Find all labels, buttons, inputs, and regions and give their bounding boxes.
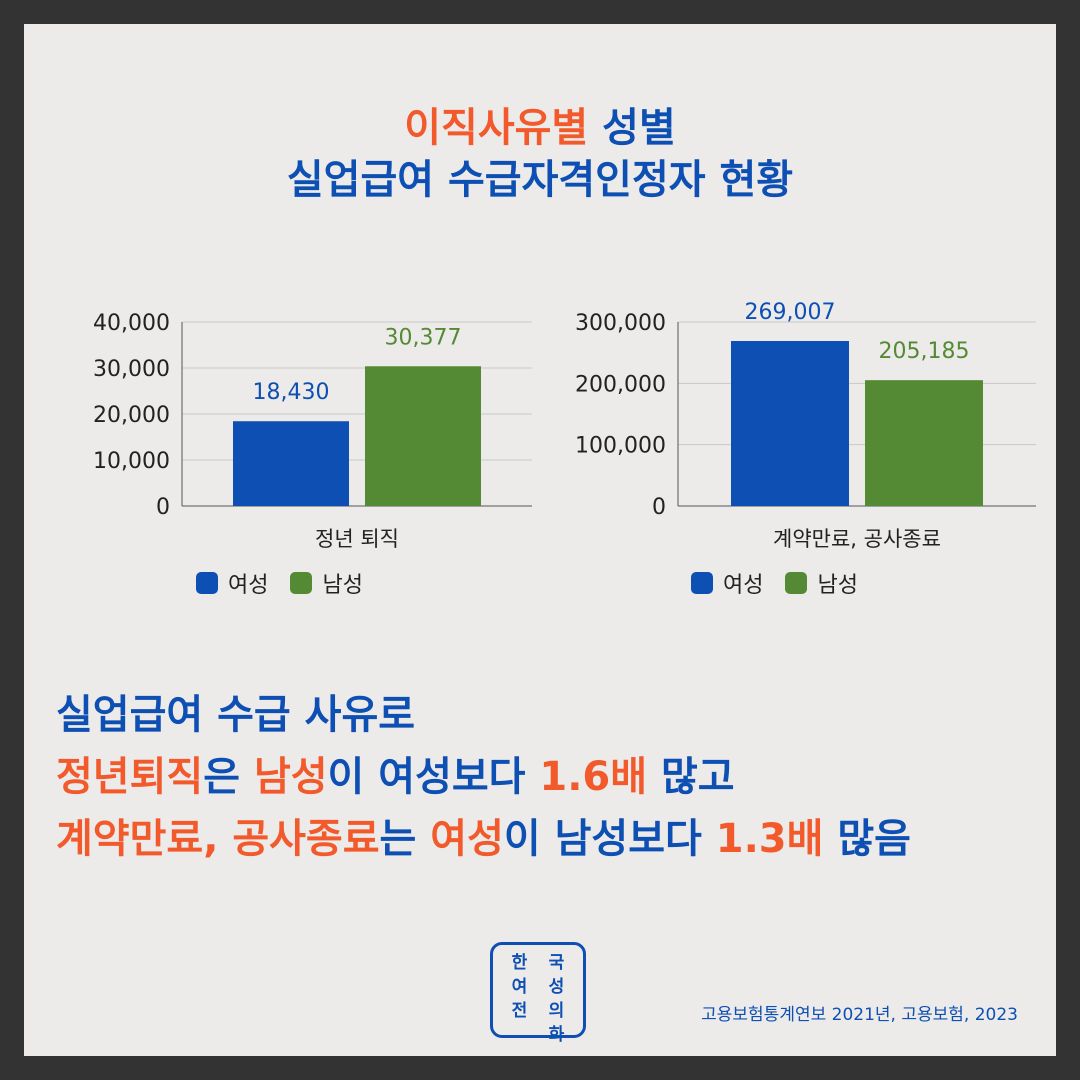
logo-char-4: 전 xyxy=(511,1001,528,1021)
logo-char-6 xyxy=(501,1023,538,1047)
summary-line2-segment-2: 남성 xyxy=(253,754,328,800)
logo-char-2: 여 xyxy=(511,977,528,997)
summary-line3-segment-5: 많음 xyxy=(823,816,911,862)
logo-char-3: 성 xyxy=(548,977,565,997)
legend-swatch-female xyxy=(196,572,218,594)
infographic-card: 이직사유별 성별 실업급여 수급자격인정자 현황 0 10,000 20,000 30… xyxy=(24,24,1056,1056)
y-tick-label: 300,000 xyxy=(575,311,666,336)
y-tick-label: 200,000 xyxy=(575,372,666,397)
summary-text: 실업급여 수급 사유로 정년퇴직은 남성이 여성보다 1.6배 많고 계약만료,… xyxy=(56,684,911,870)
y-tick-label: 0 xyxy=(652,495,666,520)
legend-right: 여성 남성 xyxy=(691,567,880,599)
summary-line3-segment-3: 이 남성보다 xyxy=(503,816,716,862)
legend-item-male: 남성 xyxy=(290,567,363,599)
summary-line3-segment-4: 1.3배 xyxy=(715,816,824,862)
legend-left: 여성 남성 xyxy=(196,567,385,599)
summary-line3-segment-0: 계약만료, 공사종료 xyxy=(56,816,380,862)
data-label-female: 18,430 xyxy=(253,380,330,405)
data-label-male: 30,377 xyxy=(385,325,462,350)
bar-female xyxy=(233,421,349,506)
summary-line3-segment-2: 여성 xyxy=(430,816,504,862)
summary-line3: 계약만료, 공사종료는 여성이 남성보다 1.3배 많음 xyxy=(56,808,911,870)
legend-label-male: 남성 xyxy=(817,573,858,598)
summary-line2-segment-0: 정년퇴직 xyxy=(56,754,204,800)
legend-swatch-female xyxy=(691,572,713,594)
summary-line2-segment-3: 이 여성보다 xyxy=(327,754,540,800)
chart-contract-end: 0 100,000 200,000 300,000 269,007 205,185 계약만료… xyxy=(575,300,1036,551)
legend-item-female: 여성 xyxy=(196,567,268,599)
title-highlight: 이직사유별 xyxy=(404,105,589,151)
summary-line2-segment-4: 1.6배 xyxy=(539,754,648,800)
x-category-label: 계약만료, 공사종료 xyxy=(773,527,941,551)
legend-label-female: 여성 xyxy=(723,573,764,598)
logo-char-5: 의 xyxy=(548,1001,565,1021)
y-tick-label: 30,000 xyxy=(93,357,170,382)
summary-line2-segment-5: 많고 xyxy=(647,754,735,800)
y-tick-label: 20,000 xyxy=(93,403,170,428)
title-line1-rest: 성별 xyxy=(588,105,676,151)
legend-swatch-male xyxy=(290,572,313,594)
logo-char-1: 국 xyxy=(548,953,565,973)
title-line2: 실업급여 수급자격인정자 현황 xyxy=(286,157,794,203)
legend-swatch-male xyxy=(785,572,808,594)
logo-char-0: 한 xyxy=(511,953,528,973)
y-tick-label: 40,000 xyxy=(93,311,170,336)
legend-item-male: 남성 xyxy=(785,567,858,599)
data-label-female: 269,007 xyxy=(745,300,836,325)
bar-male xyxy=(365,366,481,506)
data-label-male: 205,185 xyxy=(879,339,970,364)
y-tick-label: 10,000 xyxy=(93,449,170,474)
summary-line2-segment-1: 은 xyxy=(203,754,254,800)
summary-line3-segment-1: 는 xyxy=(379,816,431,862)
y-tick-label: 0 xyxy=(156,495,170,520)
chart-retirement: 0 10,000 20,000 30,000 40,000 18,430 30,377 정년 … xyxy=(93,311,532,551)
summary-line1: 실업급여 수급 사유로 xyxy=(56,692,416,738)
bar-female xyxy=(731,341,849,506)
y-tick-label: 100,000 xyxy=(575,434,666,459)
source-citation: 고용보험통계연보 2021년, 고용보험, 2023 xyxy=(701,1005,1018,1025)
legend-label-male: 남성 xyxy=(322,573,363,598)
logo-char-7: 화 xyxy=(548,1025,565,1045)
legend-label-female: 여성 xyxy=(228,573,269,598)
summary-line2: 정년퇴직은 남성이 여성보다 1.6배 많고 xyxy=(56,746,911,808)
page-title: 이직사유별 성별 실업급여 수급자격인정자 현황 xyxy=(24,102,1056,206)
x-category-label: 정년 퇴직 xyxy=(315,527,399,551)
bar-male xyxy=(865,380,983,506)
legend-item-female: 여성 xyxy=(691,567,763,599)
